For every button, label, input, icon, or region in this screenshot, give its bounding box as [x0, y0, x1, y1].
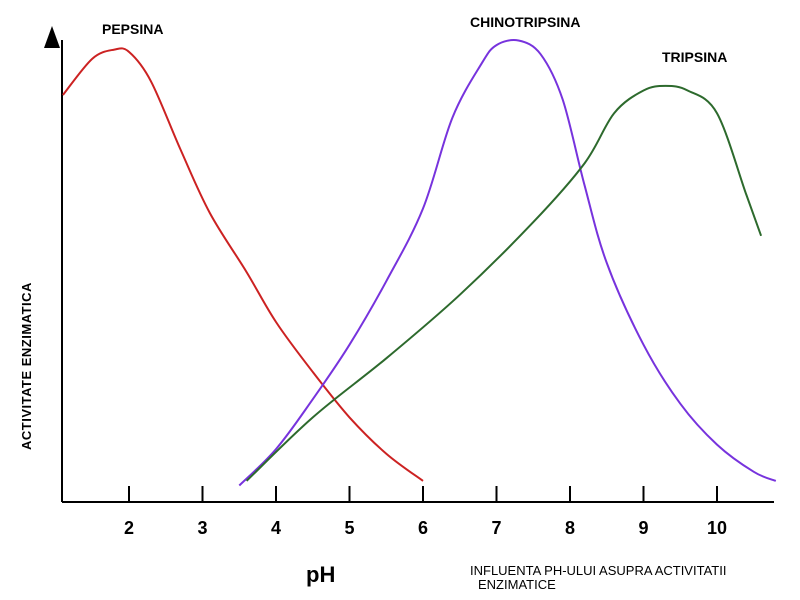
series-lines — [62, 39, 777, 487]
series-labels: PEPSINA CHINOTRIPSINA TRIPSINA — [102, 14, 727, 65]
x-tick-label: 9 — [638, 518, 648, 538]
x-tick-labels: 2 3 4 5 6 7 8 9 10 — [124, 518, 727, 538]
series-line-tripsina — [245, 84, 763, 482]
x-tick-label: 8 — [565, 518, 575, 538]
series-line-chinotripsina — [238, 39, 777, 487]
series-label-tripsina: TRIPSINA — [662, 49, 727, 65]
x-axis-label: pH — [306, 562, 335, 587]
series-label-pepsina: PEPSINA — [102, 21, 163, 37]
y-axis-arrow-icon — [44, 26, 60, 48]
caption-line-1: INFLUENTA PH-ULUI ASUPRA ACTIVITATII — [470, 563, 727, 578]
x-tick-label: 2 — [124, 518, 134, 538]
x-tick-label: 5 — [344, 518, 354, 538]
x-tick-label: 3 — [197, 518, 207, 538]
x-ticks — [128, 486, 718, 502]
x-tick-label: 4 — [271, 518, 281, 538]
y-axis-label: ACTIVITATE ENZIMATICA — [19, 282, 34, 450]
figure-caption: INFLUENTA PH-ULUI ASUPRA ACTIVITATII ENZ… — [470, 564, 800, 592]
series-label-chinotripsina: CHINOTRIPSINA — [470, 14, 580, 30]
x-tick-label: 10 — [707, 518, 727, 538]
caption-line-2: ENZIMATICE — [478, 577, 556, 592]
series-line-pepsina — [62, 47, 424, 482]
x-tick-label: 7 — [491, 518, 501, 538]
x-tick-label: 6 — [418, 518, 428, 538]
